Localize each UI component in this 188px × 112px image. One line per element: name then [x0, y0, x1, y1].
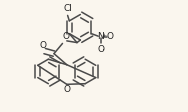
- Text: Cl: Cl: [64, 4, 72, 13]
- Text: O: O: [97, 45, 104, 54]
- Text: O: O: [62, 32, 69, 41]
- Text: O: O: [106, 32, 113, 41]
- Text: O: O: [39, 41, 46, 50]
- Text: O: O: [63, 85, 70, 94]
- Text: ·: ·: [102, 46, 105, 56]
- Text: +: +: [101, 33, 106, 38]
- Text: N: N: [97, 32, 104, 41]
